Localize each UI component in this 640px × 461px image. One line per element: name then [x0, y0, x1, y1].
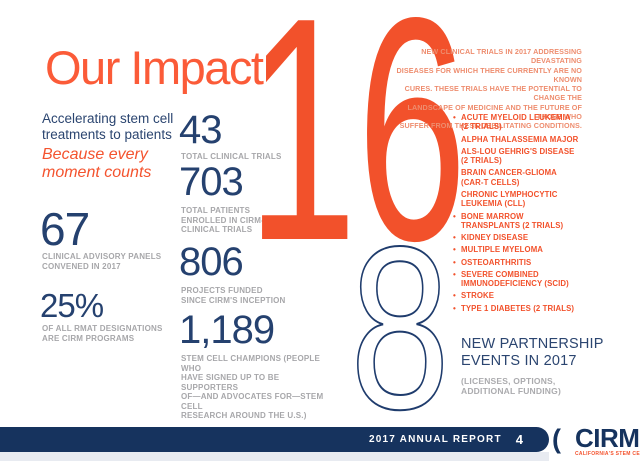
disease-item: KIDNEY DISEASE [453, 233, 598, 243]
stat-label-advisory-panels: CLINICAL ADVISORY PANELS CONVENED IN 201… [42, 252, 162, 271]
stat-value-rmat: 25% [40, 287, 104, 324]
page-title: Our Impact [45, 41, 264, 94]
disease-item: BONE MARROW TRANSPLANTS (2 TRIALS) [453, 212, 598, 231]
disease-item: ALPHA THALASSEMIA MAJOR [453, 135, 598, 145]
disease-item: TYPE 1 DIABETES (2 TRIALS) [453, 304, 598, 314]
footer-strip [0, 452, 549, 461]
disease-item: CHRONIC LYMPHOCYTIC LEUKEMIA (CLL) [453, 190, 598, 209]
tagline: Because every moment counts [42, 146, 152, 182]
stat-value-clinical-trials: 43 [179, 108, 222, 152]
cirm-logo-text: CIRM [575, 423, 640, 453]
cirm-logo: CIRM CALIFORNIA'S STEM CELL AGENCY [575, 425, 640, 457]
stat-value-projects: 806 [179, 240, 244, 284]
stat-value-advisory-panels: 67 [40, 203, 90, 255]
stat-value-champions: 1,189 [179, 308, 275, 352]
disease-item: ACUTE MYELOID LEUKEMIA (2 TRIALS) [453, 113, 598, 132]
page-number: 4 [515, 432, 523, 447]
footer-bar: 2017 ANNUAL REPORT 4 [0, 427, 549, 452]
stat-value-patients: 703 [179, 160, 244, 204]
partnership-sublabel: (LICENSES, OPTIONS, ADDITIONAL FUNDING) [461, 376, 561, 396]
stat-label-projects: PROJECTS FUNDED SINCE CIRM'S INCEPTION [181, 286, 286, 305]
big-number-16-text: 16 [247, 5, 467, 245]
stat-label-rmat: OF ALL RMAT DESIGNATIONS ARE CIRM PROGRA… [42, 324, 163, 343]
bracket-icon: ( [552, 424, 561, 454]
report-title: 2017 ANNUAL REPORT [369, 434, 502, 445]
disease-item: STROKE [453, 291, 598, 301]
big-number-16: 16 [247, 5, 467, 245]
subtitle: Accelerating stem cell treatments to pat… [42, 111, 174, 142]
stat-label-patients: TOTAL PATIENTS ENROLLED IN CIRM-FUNDED C… [181, 206, 299, 234]
cirm-logo-tagline: CALIFORNIA'S STEM CELL AGENCY [575, 451, 640, 457]
big-number-8: 8 [349, 240, 451, 412]
stat-label-champions: STEM CELL CHAMPIONS (PEOPLE WHO HAVE SIG… [181, 354, 324, 420]
big-number-8-text: 8 [350, 240, 450, 412]
disease-item: ALS-LOU GEHRIG'S DISEASE (2 TRIALS) [453, 147, 598, 166]
disease-item: SEVERE COMBINED IMMUNODEFICIENCY (SCID) [453, 270, 598, 289]
disease-item: OSTEOARTHRITIS [453, 258, 598, 268]
stat-label-clinical-trials: TOTAL CLINICAL TRIALS [181, 152, 282, 161]
partnership-label: NEW PARTNERSHIP EVENTS IN 2017 [461, 336, 604, 370]
disease-list: ACUTE MYELOID LEUKEMIA (2 TRIALS) ALPHA … [453, 113, 598, 316]
disease-item: BRAIN CANCER-GLIOMA (CAR-T CELLS) [453, 168, 598, 187]
disease-item: MULTIPLE MYELOMA [453, 245, 598, 255]
